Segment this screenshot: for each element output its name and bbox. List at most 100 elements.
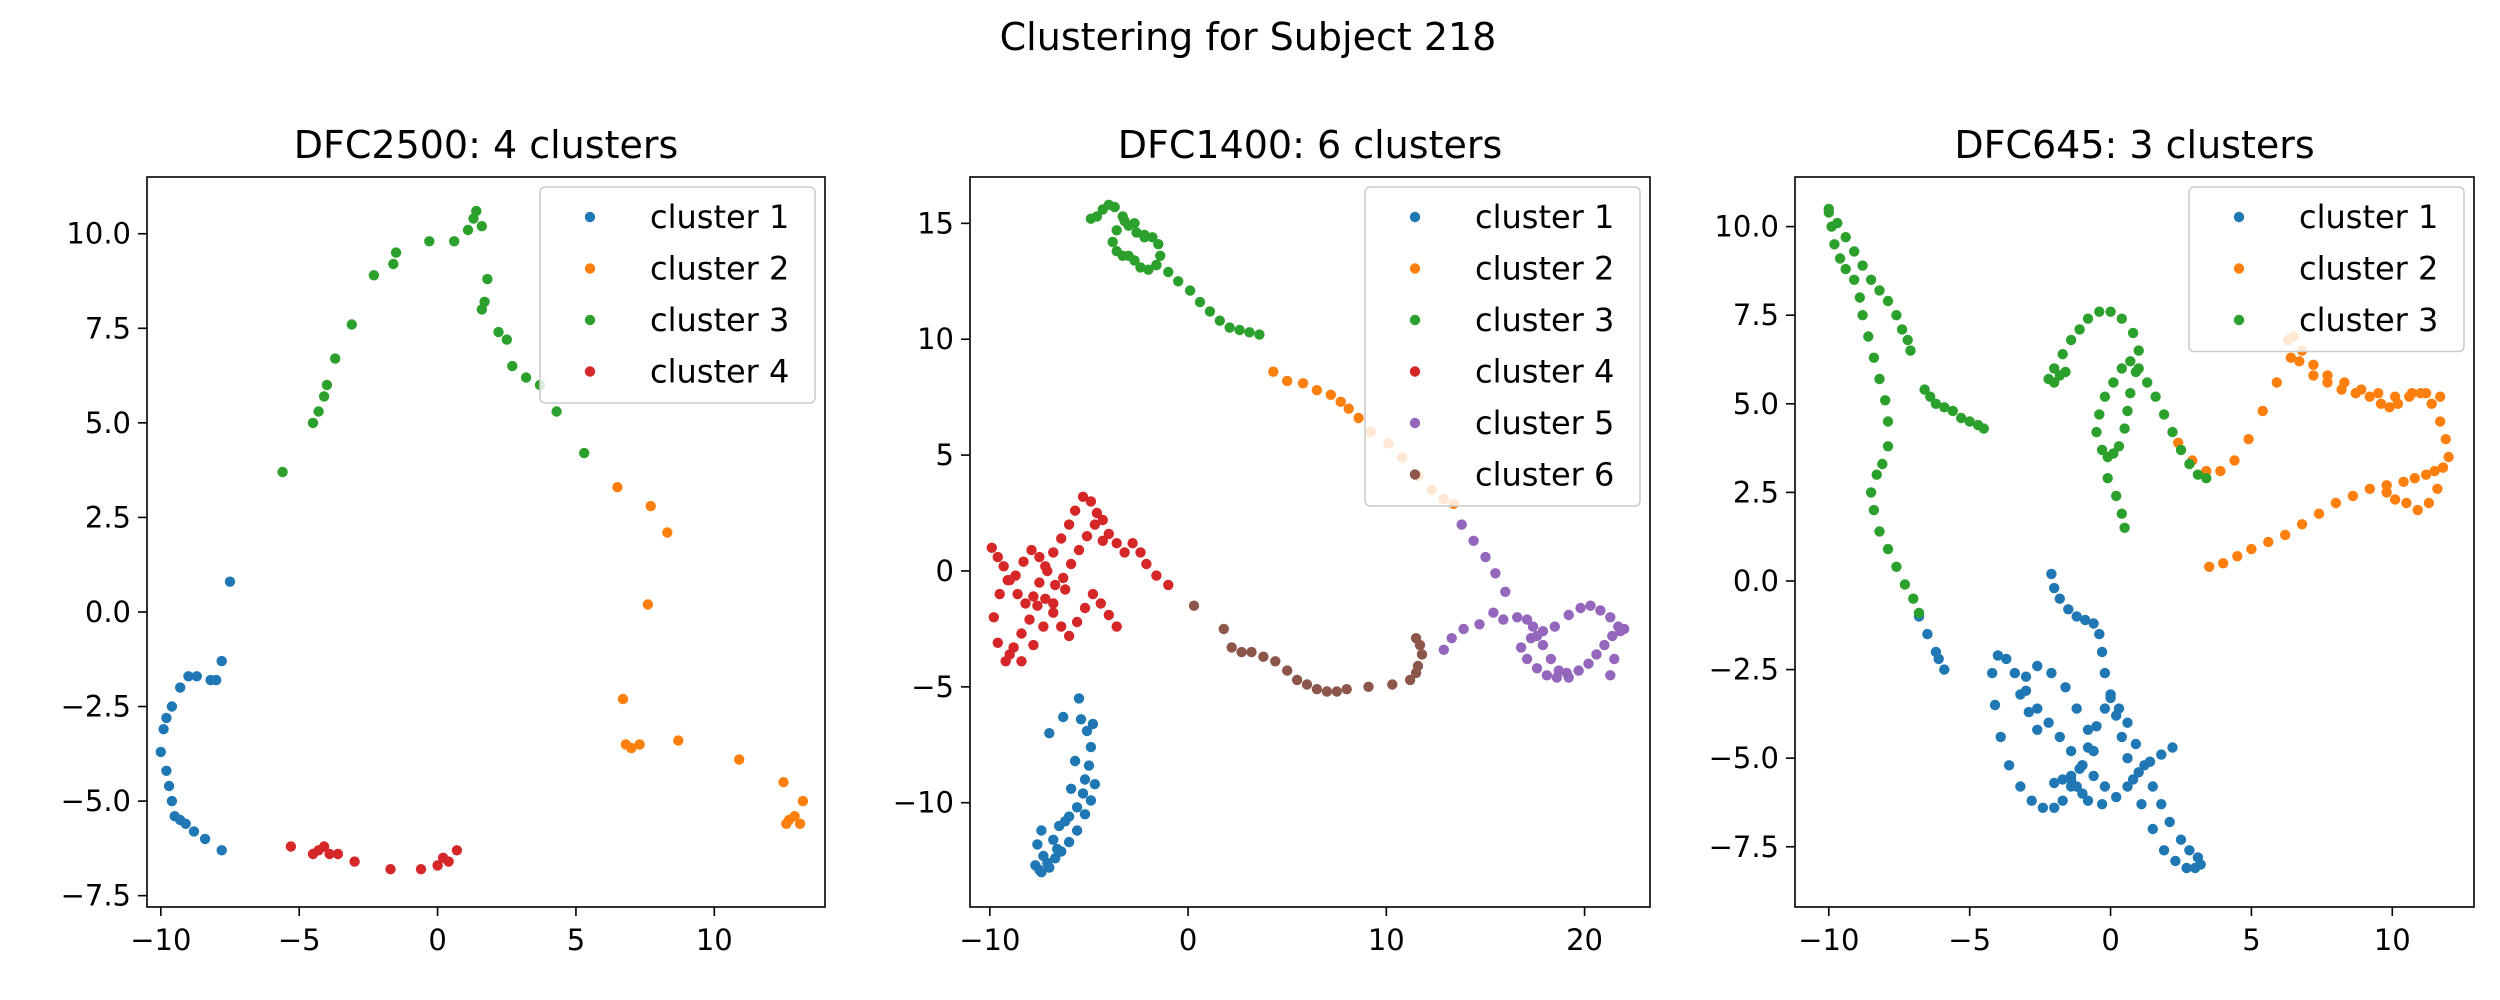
chart-1-point-cluster-4	[1042, 565, 1053, 577]
chart-1-point-cluster-2	[1325, 389, 1337, 400]
chart-1-point-cluster-2	[1311, 385, 1323, 396]
chart-2-point-cluster-3	[2167, 426, 2178, 438]
chart-2-point-cluster-3	[1905, 345, 1916, 356]
chart-1-point-cluster-1	[1060, 816, 1071, 827]
chart-0-point-cluster-3	[551, 406, 562, 417]
chart-1-ytick-label: 15	[917, 206, 954, 240]
chart-1-point-cluster-4	[1103, 609, 1115, 621]
chart-1-ytick-label: −10	[893, 786, 954, 820]
chart-1-point-cluster-4	[998, 561, 1009, 572]
chart-2-point-cluster-2	[2437, 462, 2449, 473]
chart-2-point-cluster-3	[2119, 423, 2130, 434]
chart-1-point-cluster-4	[1024, 614, 1035, 625]
chart-2-point-cluster-3	[1882, 416, 1894, 427]
chart-2-point-cluster-1	[2082, 795, 2094, 806]
chart-1-point-cluster-5	[1575, 602, 1586, 614]
chart-2-point-cluster-3	[2102, 451, 2113, 463]
chart-1-point-cluster-5	[1500, 586, 1511, 597]
chart-0-point-cluster-3	[424, 236, 435, 247]
chart-0-xtick-label: 5	[567, 923, 585, 957]
chart-0-legend-label: cluster 1	[650, 198, 789, 236]
chart-1-legend-marker	[1409, 263, 1421, 274]
chart-1-point-cluster-3	[1119, 215, 1130, 227]
chart-1-point-cluster-4	[1073, 544, 1085, 556]
chart-1-point-cluster-5	[1521, 614, 1533, 625]
chart-2-point-cluster-1	[2001, 653, 2012, 665]
chart-1-point-cluster-3	[1107, 236, 1118, 248]
chart-0-point-cluster-1	[158, 724, 169, 735]
chart-0-point-cluster-3	[507, 360, 518, 372]
chart-1-point-cluster-6	[1236, 646, 1247, 658]
chart-2-point-cluster-2	[2420, 388, 2432, 399]
chart-1-point-cluster-3	[1184, 285, 1196, 296]
chart-1-point-cluster-5	[1474, 619, 1485, 630]
chart-2-point-cluster-2	[2406, 388, 2418, 399]
chart-0-point-cluster-3	[313, 406, 324, 417]
chart-0-point-cluster-3	[482, 273, 493, 285]
chart-1-point-cluster-4	[1091, 507, 1103, 519]
chart-1-point-cluster-5	[1490, 568, 1501, 579]
chart-1-point-cluster-4	[1135, 547, 1146, 558]
chart-1-point-cluster-5	[1541, 670, 1553, 681]
chart-2-point-cluster-1	[2184, 845, 2195, 856]
chart-0-xtick-label: −10	[130, 923, 191, 957]
chart-2-point-cluster-1	[2156, 799, 2167, 810]
chart-2-point-cluster-1	[2156, 749, 2167, 760]
chart-0-ytick-label: 7.5	[85, 311, 131, 345]
chart-2-point-cluster-3	[2119, 522, 2130, 533]
chart-1-point-cluster-4	[1048, 607, 1059, 618]
chart-1-point-cluster-4	[1087, 588, 1099, 600]
chart-1-point-cluster-6	[1301, 679, 1313, 690]
chart-1-point-cluster-5	[1468, 535, 1479, 546]
chart-1-point-cluster-1	[1073, 693, 1085, 704]
chart-0-ytick-label: −7.5	[61, 879, 131, 913]
chart-2-point-cluster-1	[2023, 706, 2035, 718]
chart-0-point-cluster-3	[321, 379, 333, 391]
subplot-dfc1400: DFC1400: 6 clusters −10 0 10 20 −10 −5 0 5 10 15 cl…	[893, 123, 1651, 957]
chart-1-point-cluster-5	[1515, 642, 1527, 653]
chart-2-point-cluster-3	[1880, 395, 1891, 406]
chart-0-point-cluster-3	[449, 236, 460, 247]
chart-2-point-cluster-2	[2263, 536, 2274, 548]
chart-2-point-cluster-1	[1992, 650, 2004, 661]
chart-0-point-cluster-3	[501, 334, 512, 345]
chart-2-point-cluster-1	[2080, 614, 2091, 626]
chart-1-points	[986, 199, 1630, 878]
chart-2-point-cluster-3	[1857, 260, 1868, 271]
chart-2-point-cluster-3	[2082, 313, 2094, 324]
chart-1-point-cluster-4	[1002, 575, 1013, 586]
chart-2-point-cluster-1	[1989, 699, 2001, 711]
chart-1-point-cluster-5	[1537, 639, 1549, 651]
chart-1-point-cluster-6	[1258, 651, 1269, 662]
chart-1-point-cluster-4	[1012, 588, 1023, 600]
chart-1-point-cluster-6	[1341, 684, 1352, 695]
chart-2-ytick-label: −5.0	[1709, 741, 1779, 775]
chart-1-point-cluster-3	[1139, 232, 1150, 243]
chart-2-point-cluster-1	[2111, 710, 2122, 721]
chart-1-point-cluster-4	[1081, 531, 1093, 542]
chart-1-legend-label: cluster 4	[1475, 353, 1614, 391]
chart-0-point-cluster-3	[471, 205, 482, 217]
chart-1-point-cluster-4	[1028, 591, 1039, 602]
chart-2-legend-marker	[2233, 314, 2245, 326]
chart-1-point-cluster-6	[1363, 681, 1374, 692]
subplot-dfc2500: DFC2500: 4 clusters −10 −5 0 5 10 −7.5 −5.0 −2.5…	[61, 123, 826, 957]
chart-1-point-cluster-6	[1321, 686, 1333, 697]
chart-1-legend-label: cluster 2	[1475, 250, 1614, 288]
chart-2-point-cluster-3	[2108, 377, 2119, 388]
chart-2-point-cluster-1	[2009, 667, 2021, 679]
chart-2-point-cluster-1	[2049, 802, 2060, 813]
chart-2-point-cluster-3	[2111, 490, 2122, 502]
chart-1-point-cluster-4	[1103, 528, 1115, 540]
chart-1-point-cluster-4	[1018, 556, 1029, 567]
chart-2-point-cluster-3	[2065, 334, 2077, 346]
chart-2-point-cluster-1	[2032, 724, 2043, 735]
chart-0-point-cluster-2	[734, 754, 745, 765]
chart-0-point-cluster-1	[166, 795, 178, 807]
chart-1-point-cluster-6	[1416, 649, 1428, 660]
chart-0-legend-marker	[584, 366, 596, 377]
chart-1-point-cluster-3	[1173, 276, 1184, 287]
chart-1-legend-label: cluster 5	[1475, 404, 1614, 442]
chart-2-point-cluster-3	[1925, 391, 1936, 402]
